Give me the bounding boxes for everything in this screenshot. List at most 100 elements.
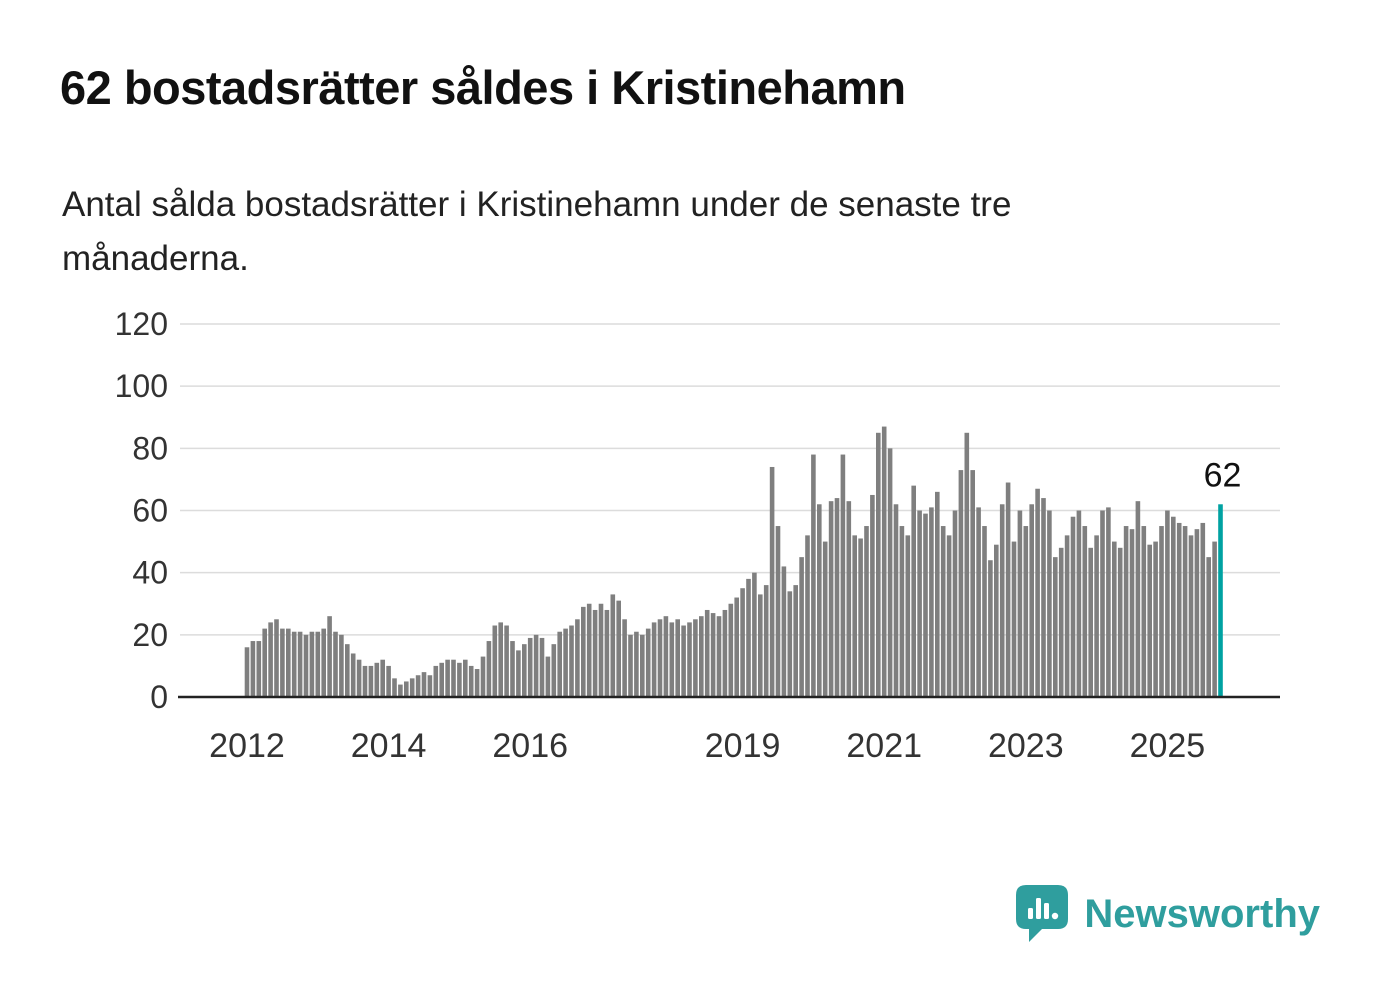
- bar: [498, 622, 503, 697]
- y-tick-label: 100: [115, 368, 168, 404]
- logo-bar-3: [1044, 903, 1050, 919]
- brand-name: Newsworthy: [1084, 891, 1320, 936]
- bar: [362, 665, 368, 697]
- bar: [1017, 510, 1023, 697]
- bar: [480, 656, 486, 697]
- bar: [982, 526, 987, 697]
- bar: [439, 662, 444, 697]
- bar: [1129, 529, 1135, 697]
- bar: [699, 616, 704, 697]
- bar: [1147, 544, 1152, 697]
- x-tick-label: 2021: [846, 727, 922, 765]
- bar: [1171, 516, 1176, 697]
- y-tick-label: 40: [132, 555, 168, 591]
- bar: [640, 634, 645, 697]
- y-tick-label: 20: [132, 617, 168, 653]
- y-tick-label: 80: [132, 430, 168, 466]
- bar: [1047, 510, 1052, 697]
- bar: [268, 622, 273, 697]
- bar: [976, 507, 981, 697]
- bar: [539, 637, 545, 697]
- bar: [817, 504, 822, 697]
- bar: [687, 622, 692, 697]
- bar: [1076, 510, 1082, 697]
- bar: [415, 675, 421, 697]
- bar: [581, 606, 586, 697]
- bar: [651, 622, 657, 697]
- bar: [758, 594, 763, 697]
- bar: [244, 647, 250, 697]
- bar: [262, 628, 267, 697]
- bar: [392, 678, 397, 697]
- bar: [1100, 510, 1105, 697]
- bar: [805, 535, 810, 697]
- bar: [752, 572, 757, 697]
- bar: [1212, 541, 1217, 697]
- bar: [1011, 541, 1017, 697]
- x-tick-label: 2019: [705, 727, 781, 765]
- bar: [923, 513, 928, 697]
- bar: [1094, 535, 1099, 697]
- bar: [1041, 498, 1046, 697]
- bar: [1188, 535, 1194, 697]
- bar: [563, 628, 568, 697]
- x-tick-label: 2014: [351, 727, 427, 765]
- bar: [940, 526, 946, 697]
- bar: [1159, 526, 1164, 697]
- bar: [445, 659, 450, 697]
- bar: [811, 454, 816, 697]
- bar: [1058, 547, 1064, 697]
- bar: [710, 613, 716, 697]
- bar: [527, 637, 533, 697]
- bar: [864, 526, 869, 697]
- bar: [716, 616, 722, 697]
- bar: [628, 634, 633, 697]
- bar: [404, 681, 409, 697]
- bar: [876, 432, 881, 697]
- bar: [822, 541, 828, 697]
- bar: [645, 628, 651, 697]
- bar: [917, 510, 922, 697]
- bar: [374, 662, 380, 697]
- bar: [763, 585, 769, 697]
- bar: [492, 625, 498, 697]
- y-tick-label: 0: [150, 679, 168, 715]
- newsworthy-logo-icon: [1016, 885, 1069, 942]
- bar: [516, 650, 521, 698]
- x-tick-label: 2023: [988, 727, 1064, 765]
- bar: [669, 622, 675, 697]
- bar: [881, 426, 887, 697]
- bar: [592, 609, 598, 697]
- bar: [350, 653, 356, 697]
- bar: [988, 560, 993, 697]
- bar: [952, 510, 958, 697]
- bar: [828, 501, 834, 697]
- bar: [958, 470, 964, 697]
- bar: [1053, 557, 1058, 698]
- bar: [291, 631, 297, 698]
- bar: [1206, 557, 1211, 698]
- bar: [1141, 526, 1147, 697]
- page-title: 62 bostadsrätter såldes i Kristinehamn: [60, 61, 906, 114]
- bar: [433, 665, 439, 697]
- bar: [309, 631, 315, 698]
- bar: [522, 644, 527, 697]
- last-value-label: 62: [1204, 456, 1242, 494]
- bar: [398, 684, 403, 697]
- bar: [586, 603, 592, 697]
- bar: [380, 659, 385, 697]
- bar: [1117, 547, 1123, 697]
- bar: [870, 494, 875, 697]
- bar: [1182, 526, 1188, 697]
- bar: [675, 619, 680, 697]
- bar: [256, 641, 262, 697]
- bar: [663, 616, 669, 697]
- bar: [946, 535, 952, 697]
- bar: [858, 538, 863, 698]
- bar: [994, 544, 999, 697]
- bar: [551, 644, 557, 697]
- bar: [557, 631, 562, 698]
- bar: [935, 491, 940, 697]
